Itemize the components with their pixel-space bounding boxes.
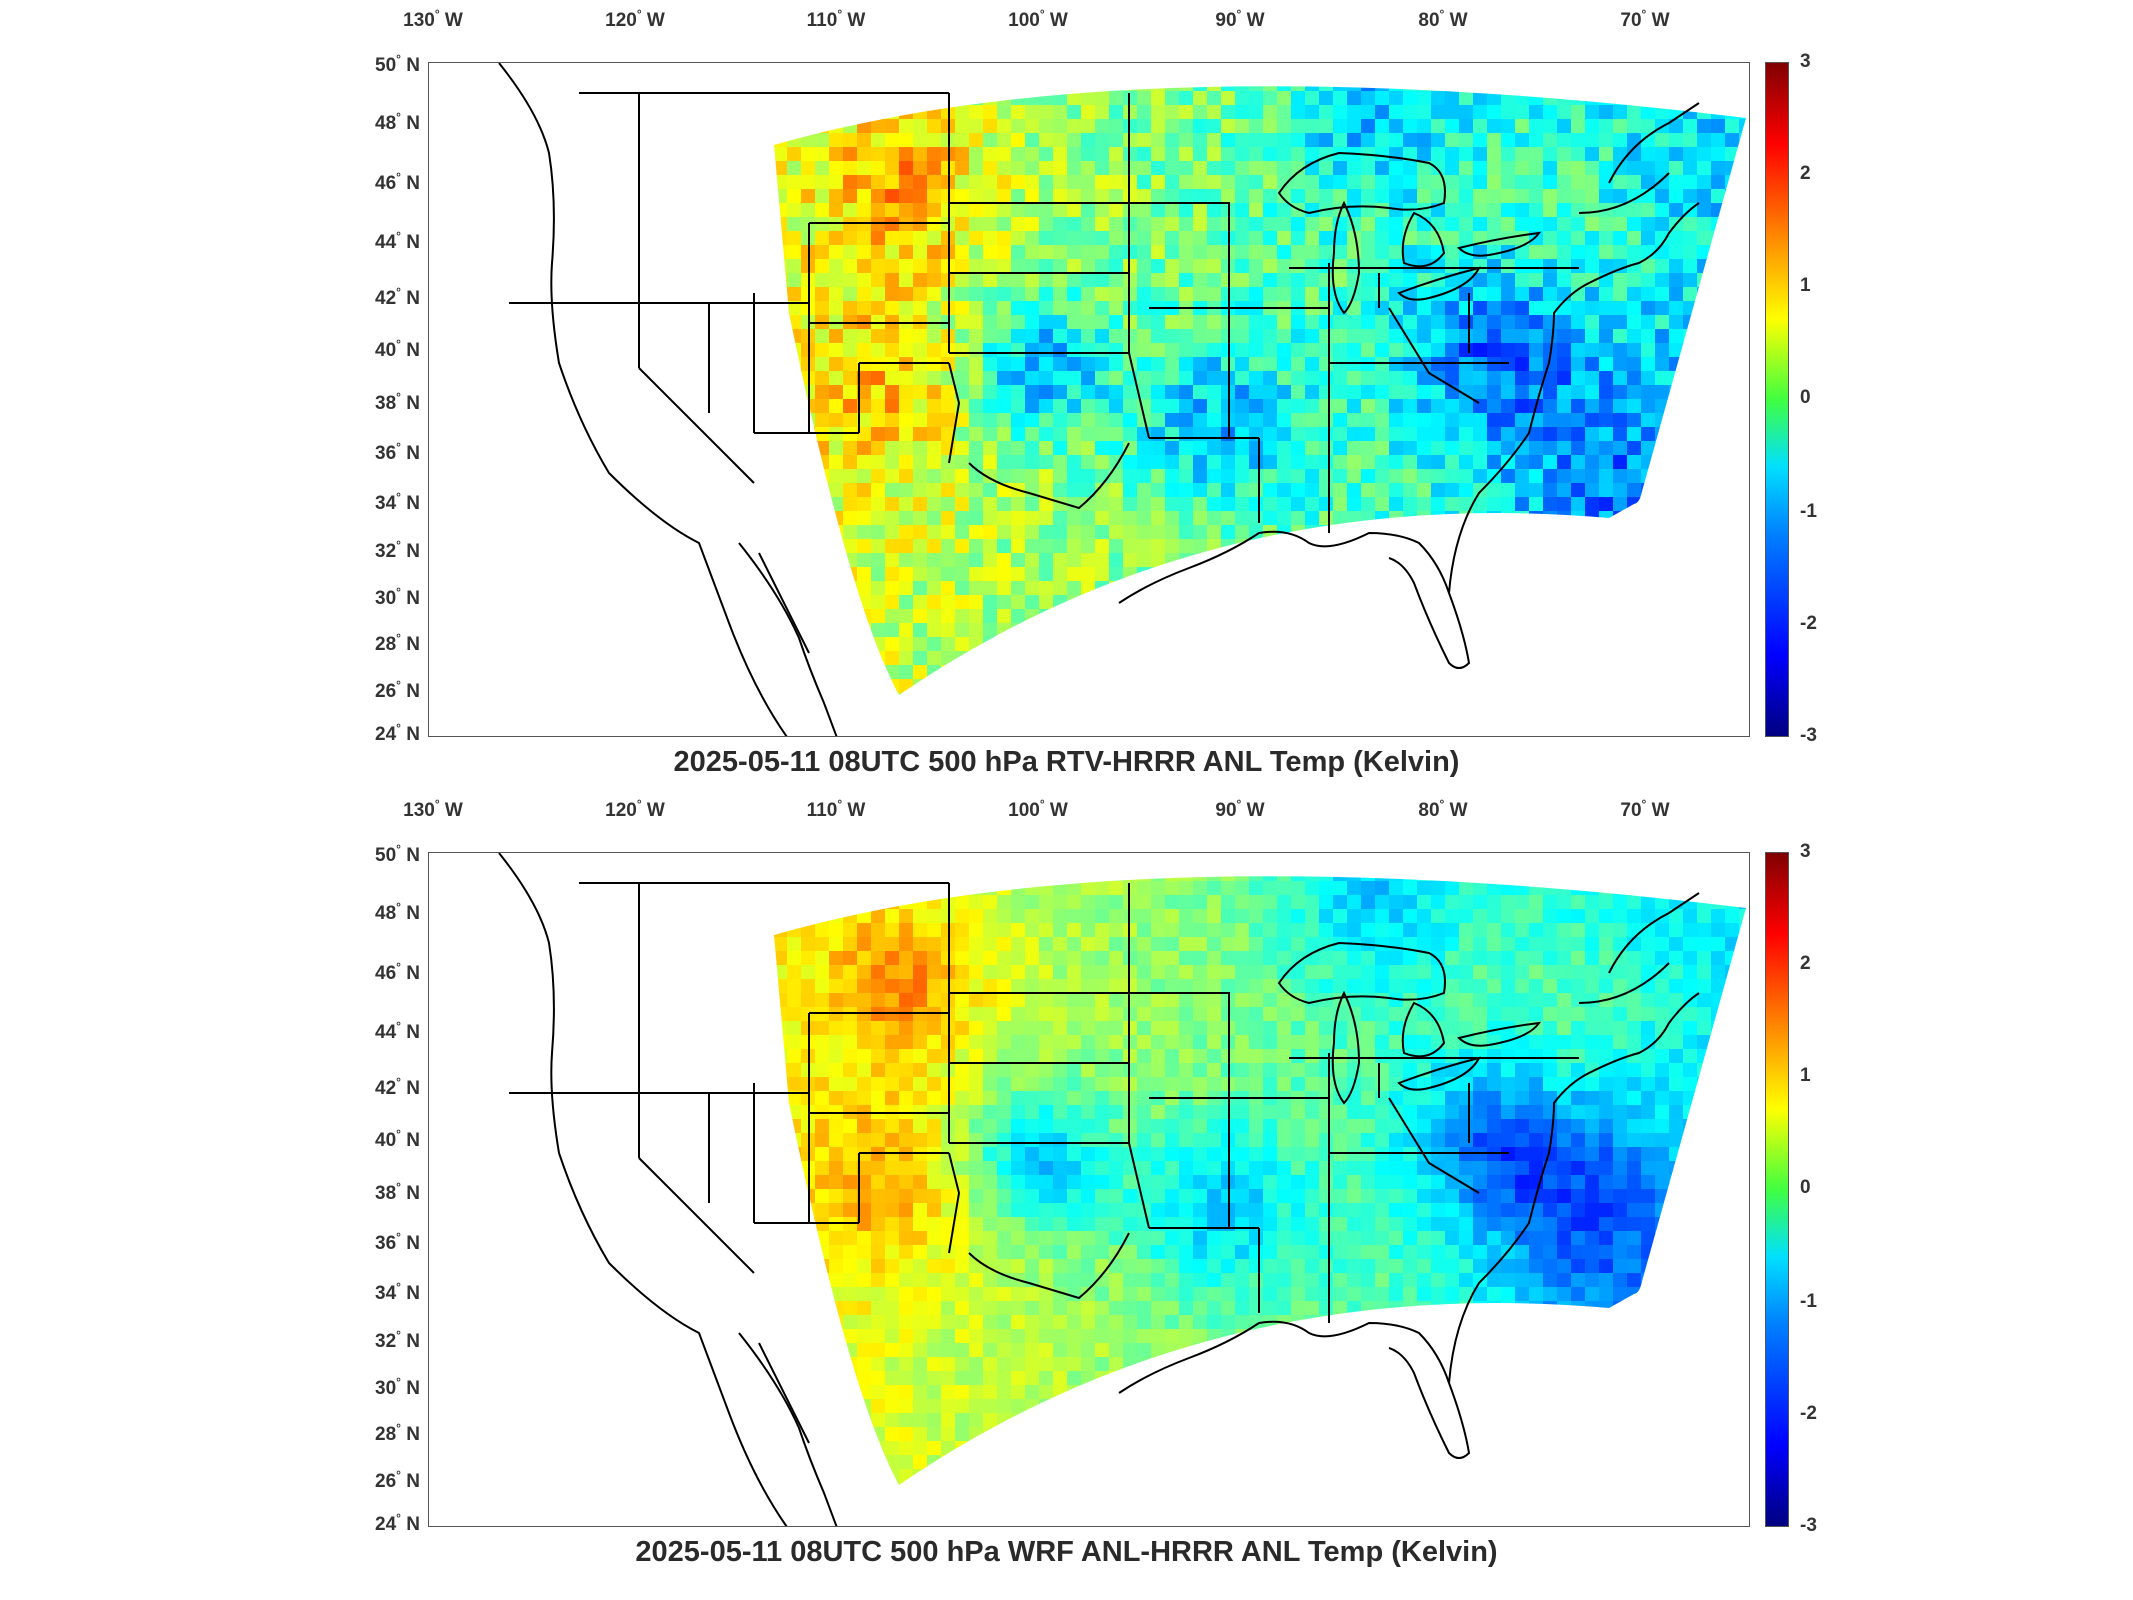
lat-label: 26° N <box>375 678 420 702</box>
lat-label: 40° N <box>375 1127 420 1151</box>
lon-label: 100° W <box>1008 7 1068 31</box>
field-cells <box>774 86 1746 696</box>
lat-label: 28° N <box>375 1421 420 1445</box>
colorbar-tick-label: 3 <box>1800 841 1811 862</box>
map-frame <box>428 852 1750 1527</box>
lat-label: 30° N <box>375 585 420 609</box>
lon-label: 90° W <box>1215 7 1265 31</box>
temperature-field-map <box>498 63 1746 736</box>
lat-label: 40° N <box>375 337 420 361</box>
lat-label: 32° N <box>375 538 420 562</box>
field-cells <box>774 876 1746 1486</box>
lat-label: 38° N <box>375 1180 420 1204</box>
lat-label: 44° N <box>375 1019 420 1043</box>
lat-label: 38° N <box>375 390 420 414</box>
colorbar-tick-label: -1 <box>1800 1291 1817 1312</box>
lat-label: 44° N <box>375 229 420 253</box>
colorbar-tick-label: 2 <box>1800 163 1811 184</box>
lat-label: 24° N <box>375 721 420 745</box>
lon-label: 130° W <box>403 797 463 821</box>
colorbar-tick-label: 3 <box>1800 51 1811 72</box>
map-panel-rtv: 130° W 120° W 110° W 100° W 90° W 80° W 70° W 5… <box>375 7 1817 778</box>
lat-label: 30° N <box>375 1375 420 1399</box>
lat-label: 42° N <box>375 285 420 309</box>
lon-label: 90° W <box>1215 797 1265 821</box>
colorbar-tick-label: -1 <box>1800 501 1817 522</box>
colorbar-tick-label: -3 <box>1800 1515 1817 1536</box>
panel-title: 2025-05-11 08UTC 500 hPa WRF ANL-HRRR AN… <box>635 1536 1498 1568</box>
lon-label: 80° W <box>1418 797 1468 821</box>
lon-label: 70° W <box>1620 7 1670 31</box>
map-frame <box>428 62 1750 737</box>
state-borders <box>498 853 1700 1526</box>
lon-label: 110° W <box>806 7 866 31</box>
panel-title: 2025-05-11 08UTC 500 hPa RTV-HRRR ANL Te… <box>673 746 1460 778</box>
lat-label: 32° N <box>375 1328 420 1352</box>
colorbar-tick-label: 0 <box>1800 1177 1811 1198</box>
lat-label: 34° N <box>375 490 420 514</box>
colorbar <box>1765 62 1789 737</box>
lon-label: 110° W <box>806 797 866 821</box>
colorbar <box>1765 852 1789 1527</box>
lat-label: 48° N <box>375 110 420 134</box>
lon-label: 120° W <box>605 797 665 821</box>
colorbar-tick-label: -3 <box>1800 725 1817 746</box>
colorbar-tick-label: 1 <box>1800 1065 1811 1086</box>
lat-label: 26° N <box>375 1468 420 1492</box>
colorbar-tick-label: 2 <box>1800 953 1811 974</box>
lat-label: 48° N <box>375 900 420 924</box>
lon-label: 120° W <box>605 7 665 31</box>
map-panel-wrf: 130° W 120° W 110° W 100° W 90° W 80° W 70° W 5… <box>0 790 2133 1590</box>
lat-label: 46° N <box>375 960 420 984</box>
lon-label: 70° W <box>1620 797 1670 821</box>
lat-label: 34° N <box>375 1280 420 1304</box>
colorbar-tick-label: 1 <box>1800 275 1811 296</box>
state-borders <box>498 63 1700 736</box>
lat-label: 28° N <box>375 631 420 655</box>
lat-label: 24° N <box>375 1511 420 1535</box>
lat-label: 42° N <box>375 1075 420 1099</box>
lat-label: 36° N <box>375 440 420 464</box>
lon-label: 130° W <box>403 7 463 31</box>
lat-label: 36° N <box>375 1230 420 1254</box>
colorbar-tick-label: -2 <box>1800 613 1817 634</box>
lon-label: 100° W <box>1008 797 1068 821</box>
lat-label: 50° N <box>375 52 420 76</box>
colorbar-tick-label: -2 <box>1800 1403 1817 1424</box>
lat-label: 46° N <box>375 170 420 194</box>
lon-label: 80° W <box>1418 7 1468 31</box>
lat-label: 50° N <box>375 842 420 866</box>
colorbar-tick-label: 0 <box>1800 387 1811 408</box>
temperature-field-map <box>498 853 1746 1526</box>
